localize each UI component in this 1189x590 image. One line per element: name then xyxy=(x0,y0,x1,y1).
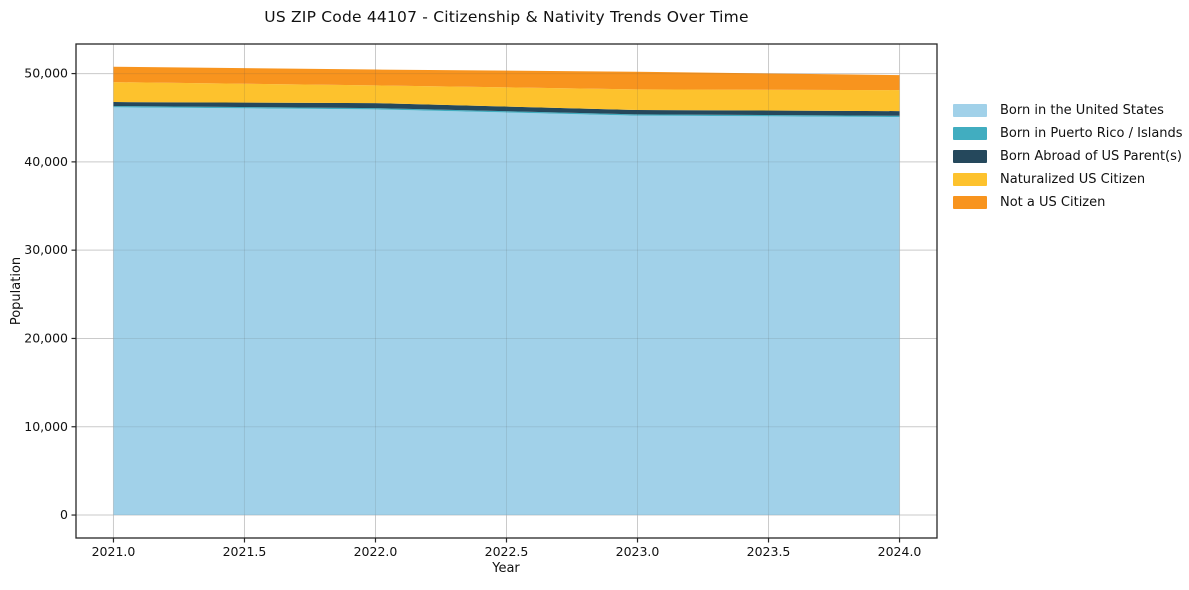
chart-legend: Born in the United States Born in Puerto … xyxy=(953,102,1183,210)
x-tick-label: 2021.5 xyxy=(223,544,267,559)
legend-item-born-in-the-united-states: Born in the United States xyxy=(953,102,1183,118)
legend-label: Not a US Citizen xyxy=(1000,194,1106,210)
x-tick-label: 2022.0 xyxy=(354,544,398,559)
legend-item-naturalized-us-citizen: Naturalized US Citizen xyxy=(953,171,1183,187)
legend-label: Naturalized US Citizen xyxy=(1000,171,1146,187)
y-tick-label: 40,000 xyxy=(24,154,68,169)
gridline-overlay xyxy=(76,44,937,538)
y-tick-label: 20,000 xyxy=(24,330,68,345)
x-tick-label: 2023.5 xyxy=(747,544,791,559)
legend-label: Born in Puerto Rico / Islands xyxy=(1000,125,1183,141)
x-axis-label: Year xyxy=(491,561,520,576)
y-tick-label: 50,000 xyxy=(24,66,68,81)
chart-title: US ZIP Code 44107 - Citizenship & Nativi… xyxy=(264,8,749,26)
legend-item-born-in-puerto-rico-islands: Born in Puerto Rico / Islands xyxy=(953,125,1183,141)
legend-swatch-icon xyxy=(953,149,987,163)
y-tick-label: 30,000 xyxy=(24,242,68,257)
area-born-in-the-united-states xyxy=(113,107,900,516)
legend-swatch-icon xyxy=(953,103,987,117)
area-naturalized-us-citizen xyxy=(113,82,900,112)
legend-swatch-icon xyxy=(953,195,987,209)
legend-swatch-icon xyxy=(953,126,987,140)
legend-swatch-icon xyxy=(953,172,987,186)
x-axis: 2021.0 2021.5 2022.0 2022.5 2023.0 2023.5 2024… xyxy=(92,538,922,559)
x-tick-label: 2024.0 xyxy=(878,544,922,559)
x-tick-label: 2023.0 xyxy=(616,544,660,559)
y-axis-label: Population xyxy=(9,257,24,325)
legend-label: Born in the United States xyxy=(1000,102,1164,118)
area-born-abroad-of-us-parent-s xyxy=(113,102,900,116)
y-axis: 0 10,000 20,000 30,000 40,000 50,000 xyxy=(24,66,76,522)
area-not-a-us-citizen xyxy=(113,66,900,91)
x-tick-label: 2021.0 xyxy=(92,544,136,559)
legend-item-not-a-us-citizen: Not a US Citizen xyxy=(953,194,1183,210)
y-tick-label: 10,000 xyxy=(24,419,68,434)
stacked-areas xyxy=(113,66,900,516)
area-born-in-puerto-rico-islands xyxy=(113,106,900,118)
x-tick-label: 2022.5 xyxy=(485,544,529,559)
legend-label: Born Abroad of US Parent(s) xyxy=(1000,148,1182,164)
legend-item-born-abroad-of-us-parent-s: Born Abroad of US Parent(s) xyxy=(953,148,1183,164)
y-tick-label: 0 xyxy=(60,507,68,522)
